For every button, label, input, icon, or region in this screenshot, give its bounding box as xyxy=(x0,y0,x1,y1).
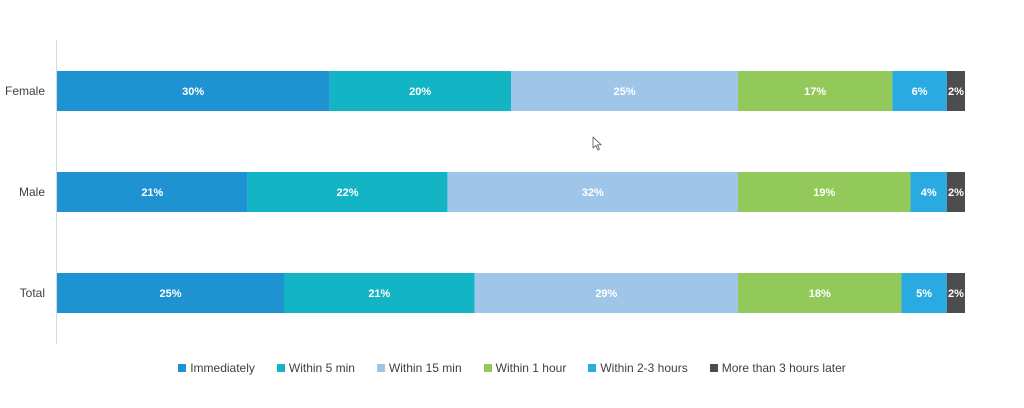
bar-male-within-15-min xyxy=(447,172,738,212)
data-label-female-within-1-hour: 17% xyxy=(804,86,826,98)
data-label-total-within-2-3-hours: 5% xyxy=(916,288,932,300)
bars-group: 30% 20% 25% 17% 6% 2% 21% 22% 32% 19% 4% 2% 25% 21% 29… xyxy=(57,71,965,313)
bar-female-within-15-min xyxy=(511,71,738,111)
data-label-male-more-than-3-hours-later: 2% xyxy=(948,187,964,199)
bar-female-immediately xyxy=(57,71,330,111)
bar-male-immediately xyxy=(57,172,248,212)
bar-female-within-2-3-hours xyxy=(892,71,947,111)
legend-item-within-1-hour: Within 1 hour xyxy=(483,361,567,375)
data-label-male-immediately: 21% xyxy=(141,187,163,199)
legend-item-immediately: Immediately xyxy=(178,361,255,375)
legend-swatch xyxy=(178,364,187,372)
bar-total-within-5-min xyxy=(284,273,475,313)
data-label-total-within-5-min: 21% xyxy=(368,288,390,300)
mouse-cursor-icon xyxy=(592,136,602,151)
bar-male-more-than-3-hours-later xyxy=(946,172,965,212)
data-label-male-within-5-min: 22% xyxy=(337,187,359,199)
category-label-female: Female xyxy=(5,84,45,98)
category-labels: Female Male Total xyxy=(5,84,45,300)
bar-total-within-2-3-hours xyxy=(901,273,947,313)
bar-female-within-1-hour xyxy=(738,71,893,111)
data-label-female-more-than-3-hours-later: 2% xyxy=(948,86,964,98)
data-label-male-within-15-min: 32% xyxy=(582,187,604,199)
data-label-male-within-1-hour: 19% xyxy=(813,187,835,199)
bar-female-more-than-3-hours-later xyxy=(946,71,965,111)
bar-total-within-1-hour xyxy=(738,273,902,313)
data-label-total-within-15-min: 29% xyxy=(595,288,617,300)
data-label-female-within-5-min: 20% xyxy=(409,86,431,98)
legend: Immediately Within 5 min Within 15 min With… xyxy=(0,358,1024,378)
data-label-total-immediately: 25% xyxy=(159,288,181,300)
legend-swatch xyxy=(483,364,492,372)
bar-female-within-5-min xyxy=(329,71,511,111)
bar-male-within-2-3-hours xyxy=(910,172,947,212)
data-label-female-within-2-3-hours: 6% xyxy=(912,86,928,98)
legend-label: More than 3 hours later xyxy=(721,361,846,375)
legend-swatch xyxy=(376,364,385,372)
category-label-male: Male xyxy=(19,185,45,199)
bar-male-within-5-min xyxy=(247,172,448,212)
bar-total-more-than-3-hours-later xyxy=(946,273,965,313)
data-label-male-within-2-3-hours: 4% xyxy=(921,187,937,199)
data-label-total-within-1-hour: 18% xyxy=(809,288,831,300)
legend-swatch xyxy=(588,364,597,372)
data-label-female-within-15-min: 25% xyxy=(613,86,635,98)
bar-total-within-15-min xyxy=(474,273,738,313)
bar-male-within-1-hour xyxy=(738,172,911,212)
data-label-total-more-than-3-hours-later: 2% xyxy=(948,288,964,300)
legend-item-within-2-3-hours: Within 2-3 hours xyxy=(588,361,688,375)
bar-total-immediately xyxy=(57,273,284,313)
legend-item-within-15-min: Within 15 min xyxy=(376,361,462,375)
category-label-total: Total xyxy=(20,286,45,300)
legend-label: Within 1 hour xyxy=(495,361,567,375)
legend-label: Within 5 min xyxy=(288,361,355,375)
legend-label: Immediately xyxy=(190,361,255,375)
legend-label: Within 15 min xyxy=(388,361,462,375)
legend-swatch xyxy=(709,364,718,372)
legend-swatch xyxy=(276,364,285,372)
data-label-female-immediately: 30% xyxy=(182,86,204,98)
legend-label: Within 2-3 hours xyxy=(600,361,688,375)
legend-item-within-5-min: Within 5 min xyxy=(276,361,355,375)
legend-item-more-than-3-hours-later: More than 3 hours later xyxy=(709,361,846,375)
